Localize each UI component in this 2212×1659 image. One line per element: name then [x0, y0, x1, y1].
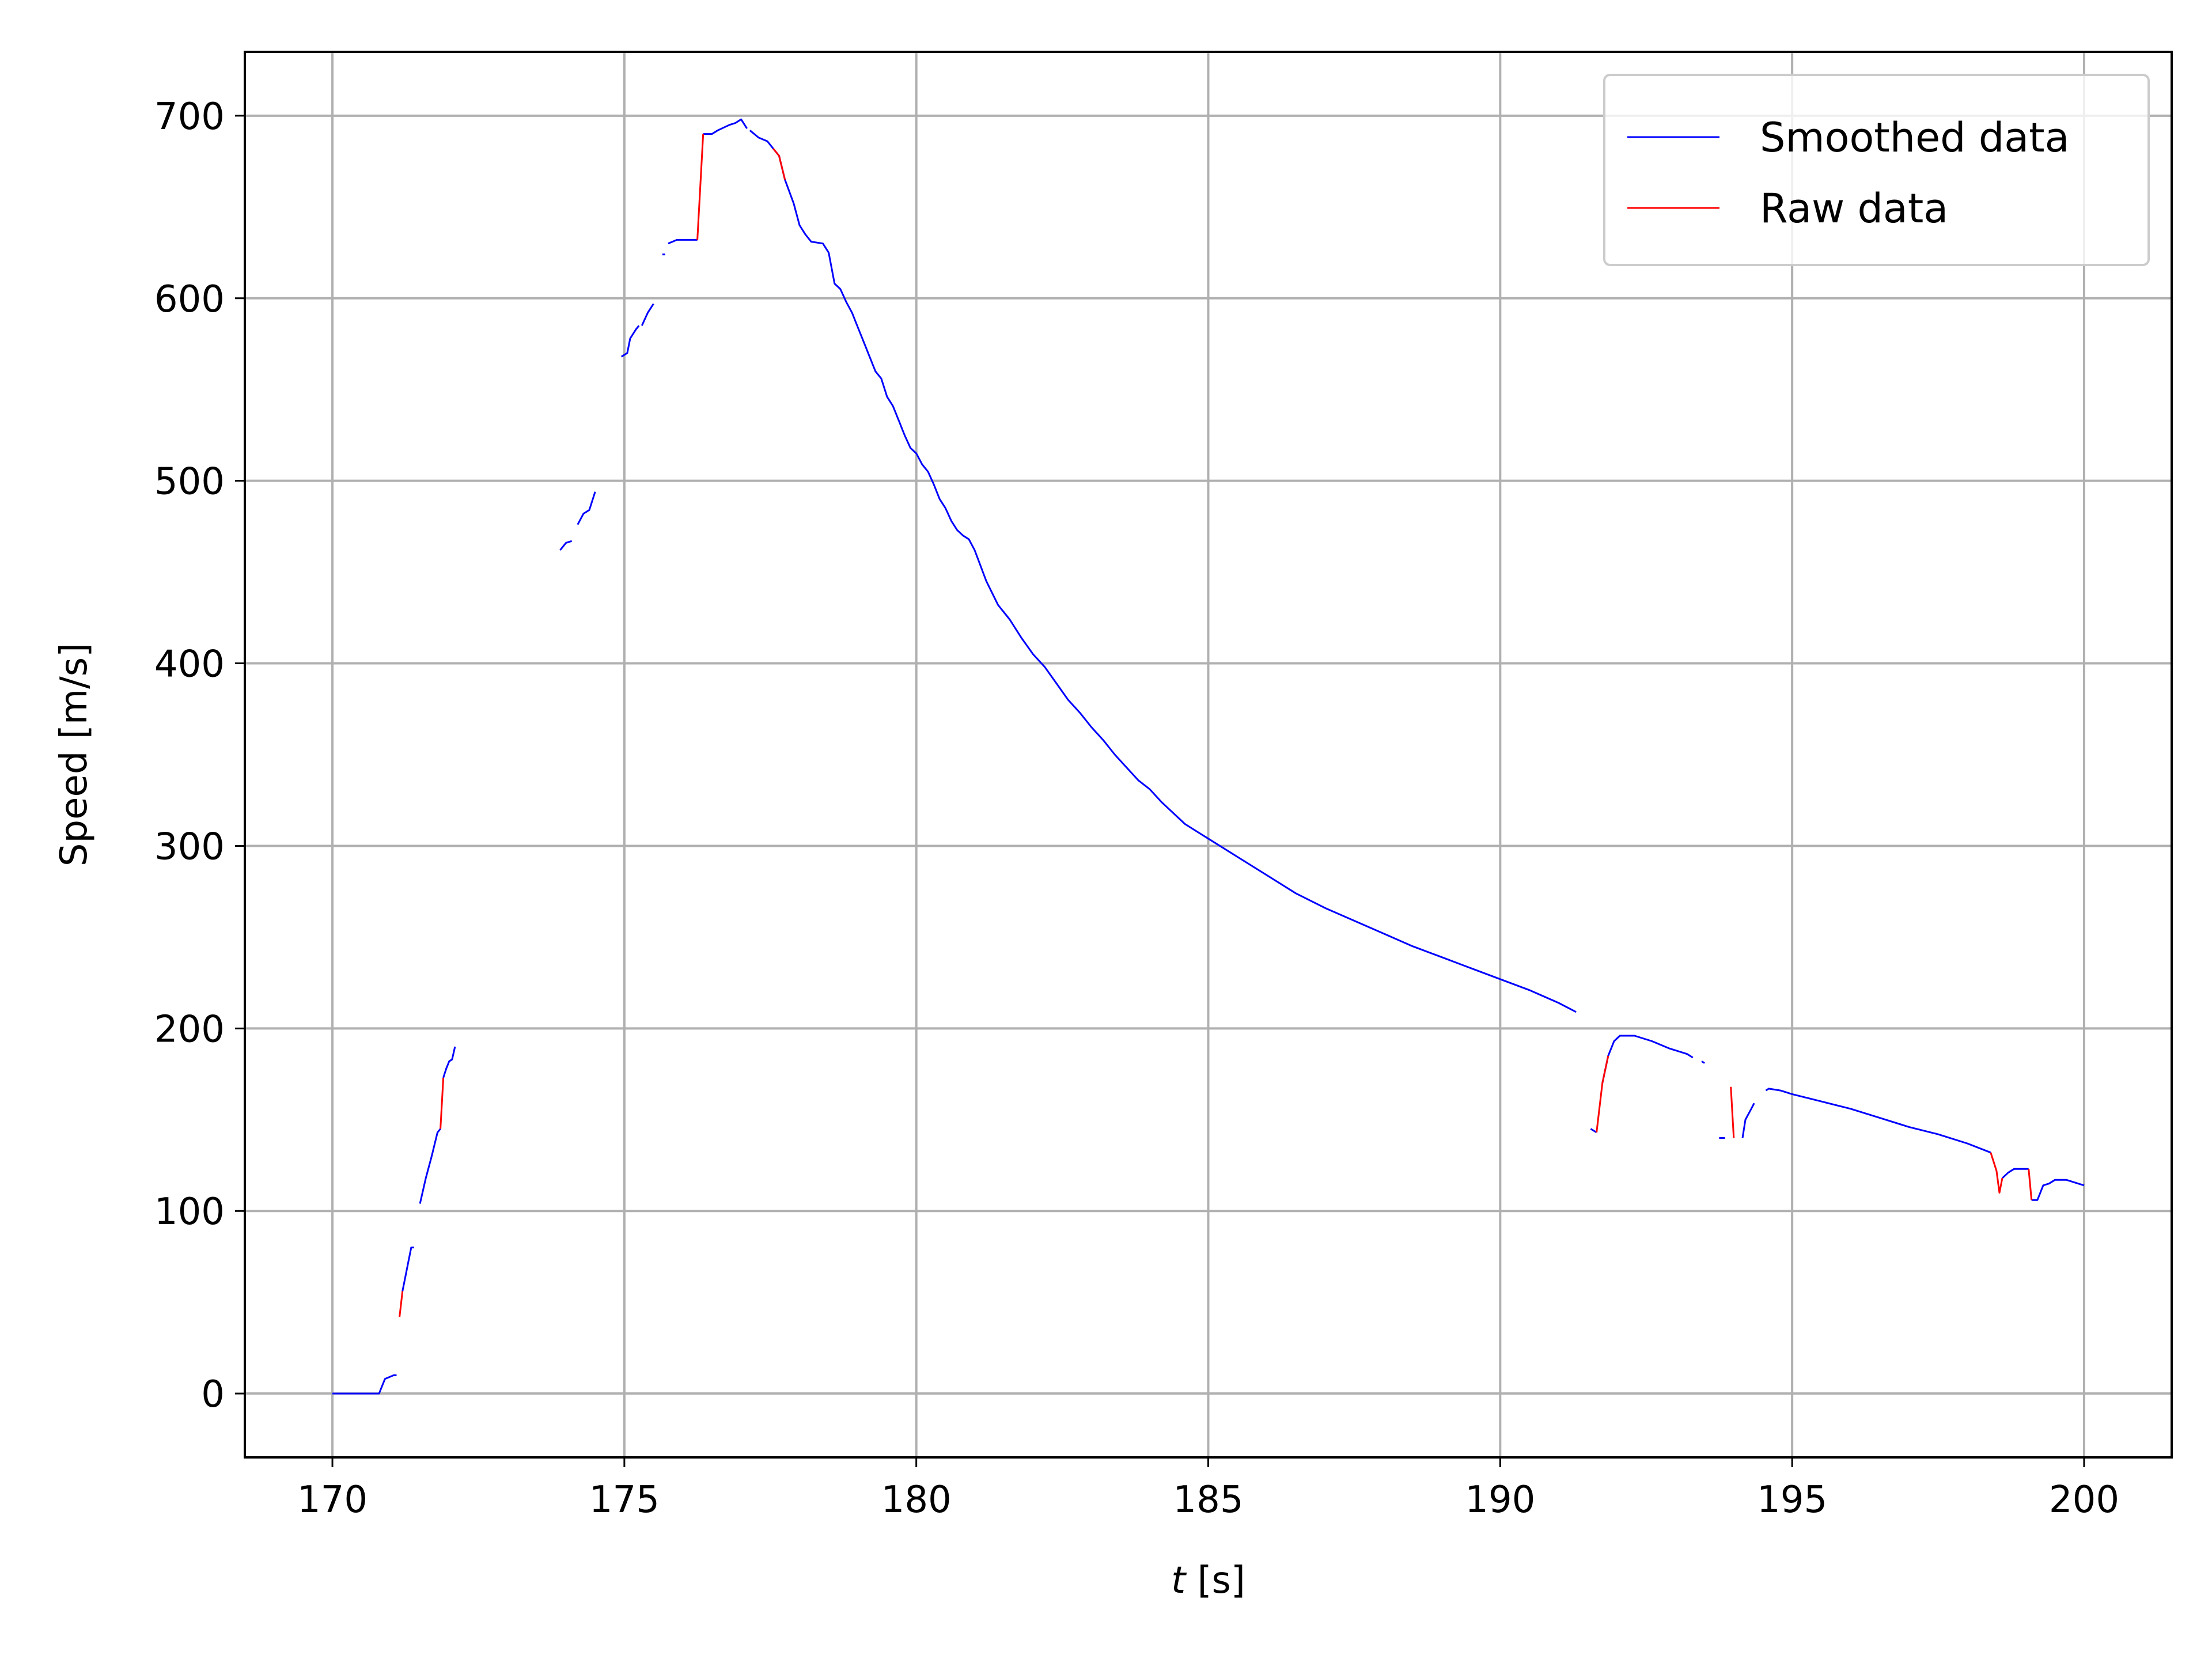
legend-label-smoothed: Smoothed data — [1760, 114, 2070, 161]
y-tick-label: 0 — [201, 1373, 225, 1416]
x-tick-label: 190 — [1465, 1479, 1535, 1521]
smoothed-data-line — [1601, 1035, 1694, 1084]
y-axis-label: Speed [m/s] — [53, 643, 96, 866]
raw-data-line — [696, 134, 704, 240]
smoothed-data-line — [1701, 1060, 1705, 1064]
x-tick-label: 170 — [297, 1479, 368, 1521]
y-tick-label: 500 — [154, 461, 225, 503]
smoothed-data-line — [2001, 1168, 2029, 1179]
y-tick-label: 100 — [154, 1191, 225, 1233]
smoothed-data-line — [749, 130, 1577, 1013]
x-tick-label: 175 — [589, 1479, 660, 1521]
series-lines — [332, 118, 2085, 1395]
x-axis-label: t [s] — [1171, 1559, 1245, 1602]
x-axis-variable: t — [1171, 1559, 1187, 1602]
raw-data-line — [399, 1291, 404, 1317]
grid — [245, 52, 2172, 1457]
smoothed-data-line — [1741, 1103, 1755, 1138]
raw-data-line — [2028, 1169, 2033, 1200]
smoothed-data-line — [1765, 1088, 1991, 1154]
smoothed-data-line — [402, 1247, 414, 1291]
y-tick-label: 700 — [154, 96, 225, 138]
raw-data-line — [1730, 1086, 1735, 1138]
smoothed-data-line — [442, 1046, 456, 1078]
smoothed-data-line — [1590, 1128, 1597, 1134]
smoothed-data-line — [419, 1128, 441, 1204]
smoothed-data-line — [668, 238, 698, 245]
smoothed-data-line — [577, 491, 596, 525]
raw-data-line — [1596, 1055, 1609, 1133]
smoothed-data-line — [621, 325, 640, 358]
y-tick-label: 300 — [154, 825, 225, 868]
x-tick-label: 200 — [2049, 1479, 2119, 1521]
smoothed-data-line — [332, 1374, 397, 1395]
y-tick-label: 600 — [154, 278, 225, 321]
legend-box — [1603, 74, 2150, 266]
x-axis-unit: [s] — [1185, 1559, 1245, 1602]
x-tick-label: 195 — [1757, 1479, 1827, 1521]
axis-ticks: 170 175 180 185 190 195 200 0 100 200 300 400 500 600… — [154, 96, 2119, 1521]
legend: Smoothed data Raw data — [1603, 74, 2150, 266]
y-tick-label: 200 — [154, 1008, 225, 1051]
raw-data-line — [440, 1077, 445, 1129]
smoothed-data-line — [559, 540, 573, 551]
x-tick-label: 185 — [1173, 1479, 1243, 1521]
raw-data-line — [1990, 1152, 2003, 1194]
x-tick-label: 180 — [881, 1479, 952, 1521]
smoothed-data-line — [641, 303, 654, 326]
y-tick-label: 400 — [154, 643, 225, 686]
raw-data-line — [772, 147, 786, 180]
legend-label-raw: Raw data — [1760, 185, 1948, 232]
smoothed-data-line — [703, 118, 748, 135]
smoothed-data-line — [2031, 1179, 2085, 1201]
